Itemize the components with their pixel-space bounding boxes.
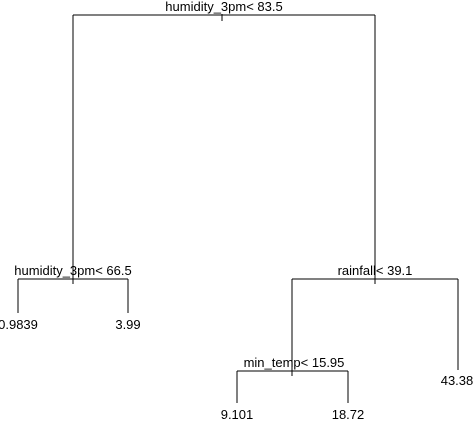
leaf-value: 9.101 [221, 407, 254, 421]
root-split-label: humidity_3pm< 83.5 [165, 0, 282, 14]
leaf-value: 43.38 [441, 373, 474, 388]
leaf-value: 0.9839 [0, 317, 38, 332]
right-left-split-label: min_temp< 15.95 [244, 355, 345, 370]
left-split-label: humidity_3pm< 66.5 [14, 263, 131, 278]
right-split-label: rainfall< 39.1 [338, 263, 413, 278]
leaf-value: 3.99 [115, 317, 140, 332]
leaf-value: 18.72 [332, 407, 365, 421]
